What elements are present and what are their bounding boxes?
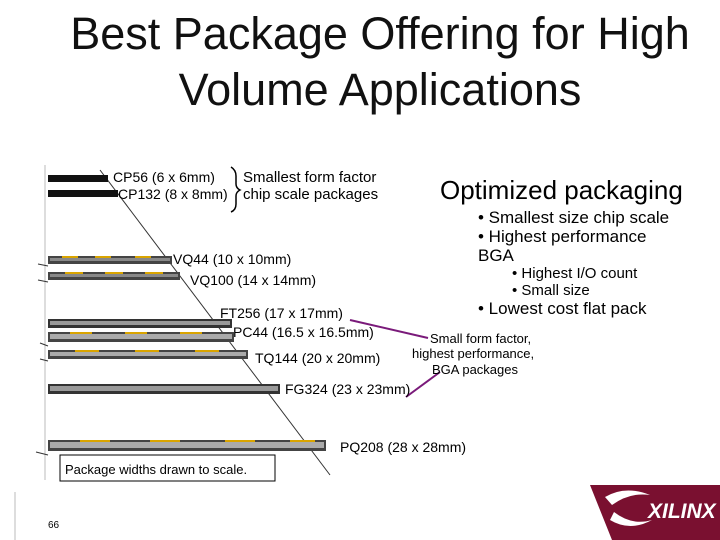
csp-description-line-1: Smallest form factor bbox=[243, 169, 377, 186]
xilinx-logo-text: XILINX bbox=[648, 500, 716, 523]
label-tq144: TQ144 (20 x 20mm) bbox=[255, 350, 381, 366]
slide-title-line-2: Volume Applications bbox=[178, 64, 582, 115]
cp56-package bbox=[48, 175, 108, 182]
optimized-sub-bullet-1: • Highest I/O count bbox=[512, 265, 638, 282]
optimized-bullet-2-line-2: BGA bbox=[478, 246, 514, 265]
cp132-package bbox=[48, 190, 118, 197]
pc44-package bbox=[39, 332, 234, 347]
optimized-sub-bullet-2: • Small size bbox=[512, 282, 590, 299]
callout-line-fg324 bbox=[405, 371, 441, 398]
footnote-text: Package widths drawn to scale. bbox=[65, 462, 248, 477]
optimized-heading: Optimized packaging bbox=[440, 175, 683, 205]
label-fg324: FG324 (23 x 23mm) bbox=[285, 381, 411, 397]
slide-title: Best Package Offering for High Volume Ap… bbox=[0, 6, 720, 118]
optimized-bullet-3: • Lowest cost flat pack bbox=[478, 299, 647, 318]
fg324-package bbox=[48, 384, 280, 394]
label-vq44: VQ44 (10 x 10mm) bbox=[173, 251, 292, 267]
pq208-package bbox=[35, 440, 326, 456]
label-cp132: CP132 (8 x 8mm) bbox=[118, 186, 228, 202]
callout-line-1: Small form factor, bbox=[430, 331, 532, 346]
ft256-package bbox=[48, 319, 232, 328]
label-pc44: PC44 (16.5 x 16.5mm) bbox=[233, 324, 374, 340]
label-vq100: VQ100 (14 x 14mm) bbox=[190, 272, 317, 288]
callout-line-ft256 bbox=[349, 319, 429, 339]
optimized-bullet-1: • Smallest size chip scale bbox=[478, 208, 670, 227]
label-pq208: PQ208 (28 x 28mm) bbox=[340, 439, 467, 455]
callout-line-2: highest performance, bbox=[412, 346, 535, 361]
label-ft256: FT256 (17 x 17mm) bbox=[220, 305, 343, 321]
vq44-package bbox=[37, 256, 172, 267]
csp-bracket bbox=[230, 166, 242, 213]
slide-title-line-1: Best Package Offering for High bbox=[70, 8, 690, 59]
xilinx-logo bbox=[590, 485, 720, 540]
tq144-package bbox=[39, 350, 248, 362]
footnote-box bbox=[59, 454, 276, 482]
callout-line-3: BGA packages bbox=[432, 362, 518, 377]
csp-description-line-2: chip scale packages bbox=[243, 186, 379, 203]
vq100-package bbox=[37, 272, 180, 283]
label-cp56: CP56 (6 x 6mm) bbox=[113, 169, 215, 185]
optimized-bullet-2-line-1: • Highest performance bbox=[478, 227, 647, 246]
page-number: 66 bbox=[48, 520, 60, 531]
